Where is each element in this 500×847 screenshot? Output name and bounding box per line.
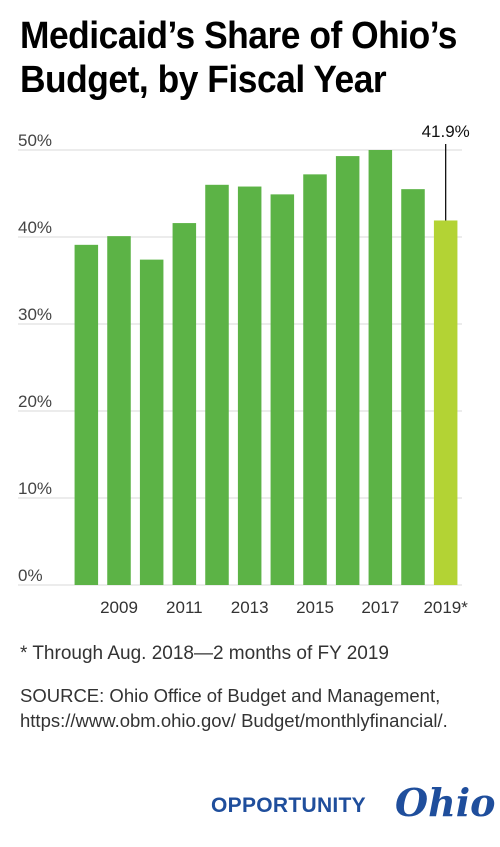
annotation: 41.9% xyxy=(422,122,470,221)
logo-wordmark: OPPORTUNITY xyxy=(211,794,366,817)
opportunity-ohio-logo: OPPORTUNITY Ohio xyxy=(205,778,496,838)
bar-2016 xyxy=(335,156,360,585)
x-tick-label: 2019* xyxy=(423,598,468,617)
source-note: SOURCE: Ohio Office of Budget and Manage… xyxy=(20,685,448,731)
y-tick-label: 20% xyxy=(18,392,52,411)
bar-2010 xyxy=(139,259,164,585)
y-tick-label: 30% xyxy=(18,305,52,324)
x-tick-label: 2011 xyxy=(166,598,203,617)
bar-2014 xyxy=(270,194,295,585)
annotation-label: 41.9% xyxy=(422,122,470,141)
bars xyxy=(74,150,458,586)
y-tick-label: 10% xyxy=(18,479,52,498)
bar-2011 xyxy=(172,223,197,585)
bar-2018 xyxy=(401,189,425,585)
y-tick-label: 50% xyxy=(18,131,52,150)
footnote: * Through Aug. 2018—2 months of FY 2019 xyxy=(20,643,389,664)
chart-title: Medicaid’s Share of Ohio’s Budget, by Fi… xyxy=(20,15,457,101)
x-axis-tick-labels: 2009 2011 2013 2015 2017 2019* xyxy=(100,598,468,617)
bar-2017 xyxy=(368,150,393,585)
bar-2008 xyxy=(74,244,99,585)
bar-2013 xyxy=(237,186,262,585)
bar-2012 xyxy=(205,184,229,586)
bar-2019 xyxy=(433,220,458,585)
bar-2015 xyxy=(303,174,327,586)
x-tick-label: 2015 xyxy=(296,598,334,617)
x-tick-label: 2017 xyxy=(361,598,399,617)
y-tick-label: 0% xyxy=(18,566,43,585)
y-axis-tick-labels: 0% 10% 20% 30% 40% 50% xyxy=(18,131,52,585)
x-tick-label: 2013 xyxy=(231,598,269,617)
bar-chart: 0%10%20%30%40%50% 2009 2011 2013 2015 2017 20… xyxy=(18,122,470,617)
y-tick-label: 40% xyxy=(18,218,52,237)
bar-2009 xyxy=(107,236,131,585)
logo-script: Ohio xyxy=(395,780,496,825)
x-tick-label: 2009 xyxy=(100,598,138,617)
